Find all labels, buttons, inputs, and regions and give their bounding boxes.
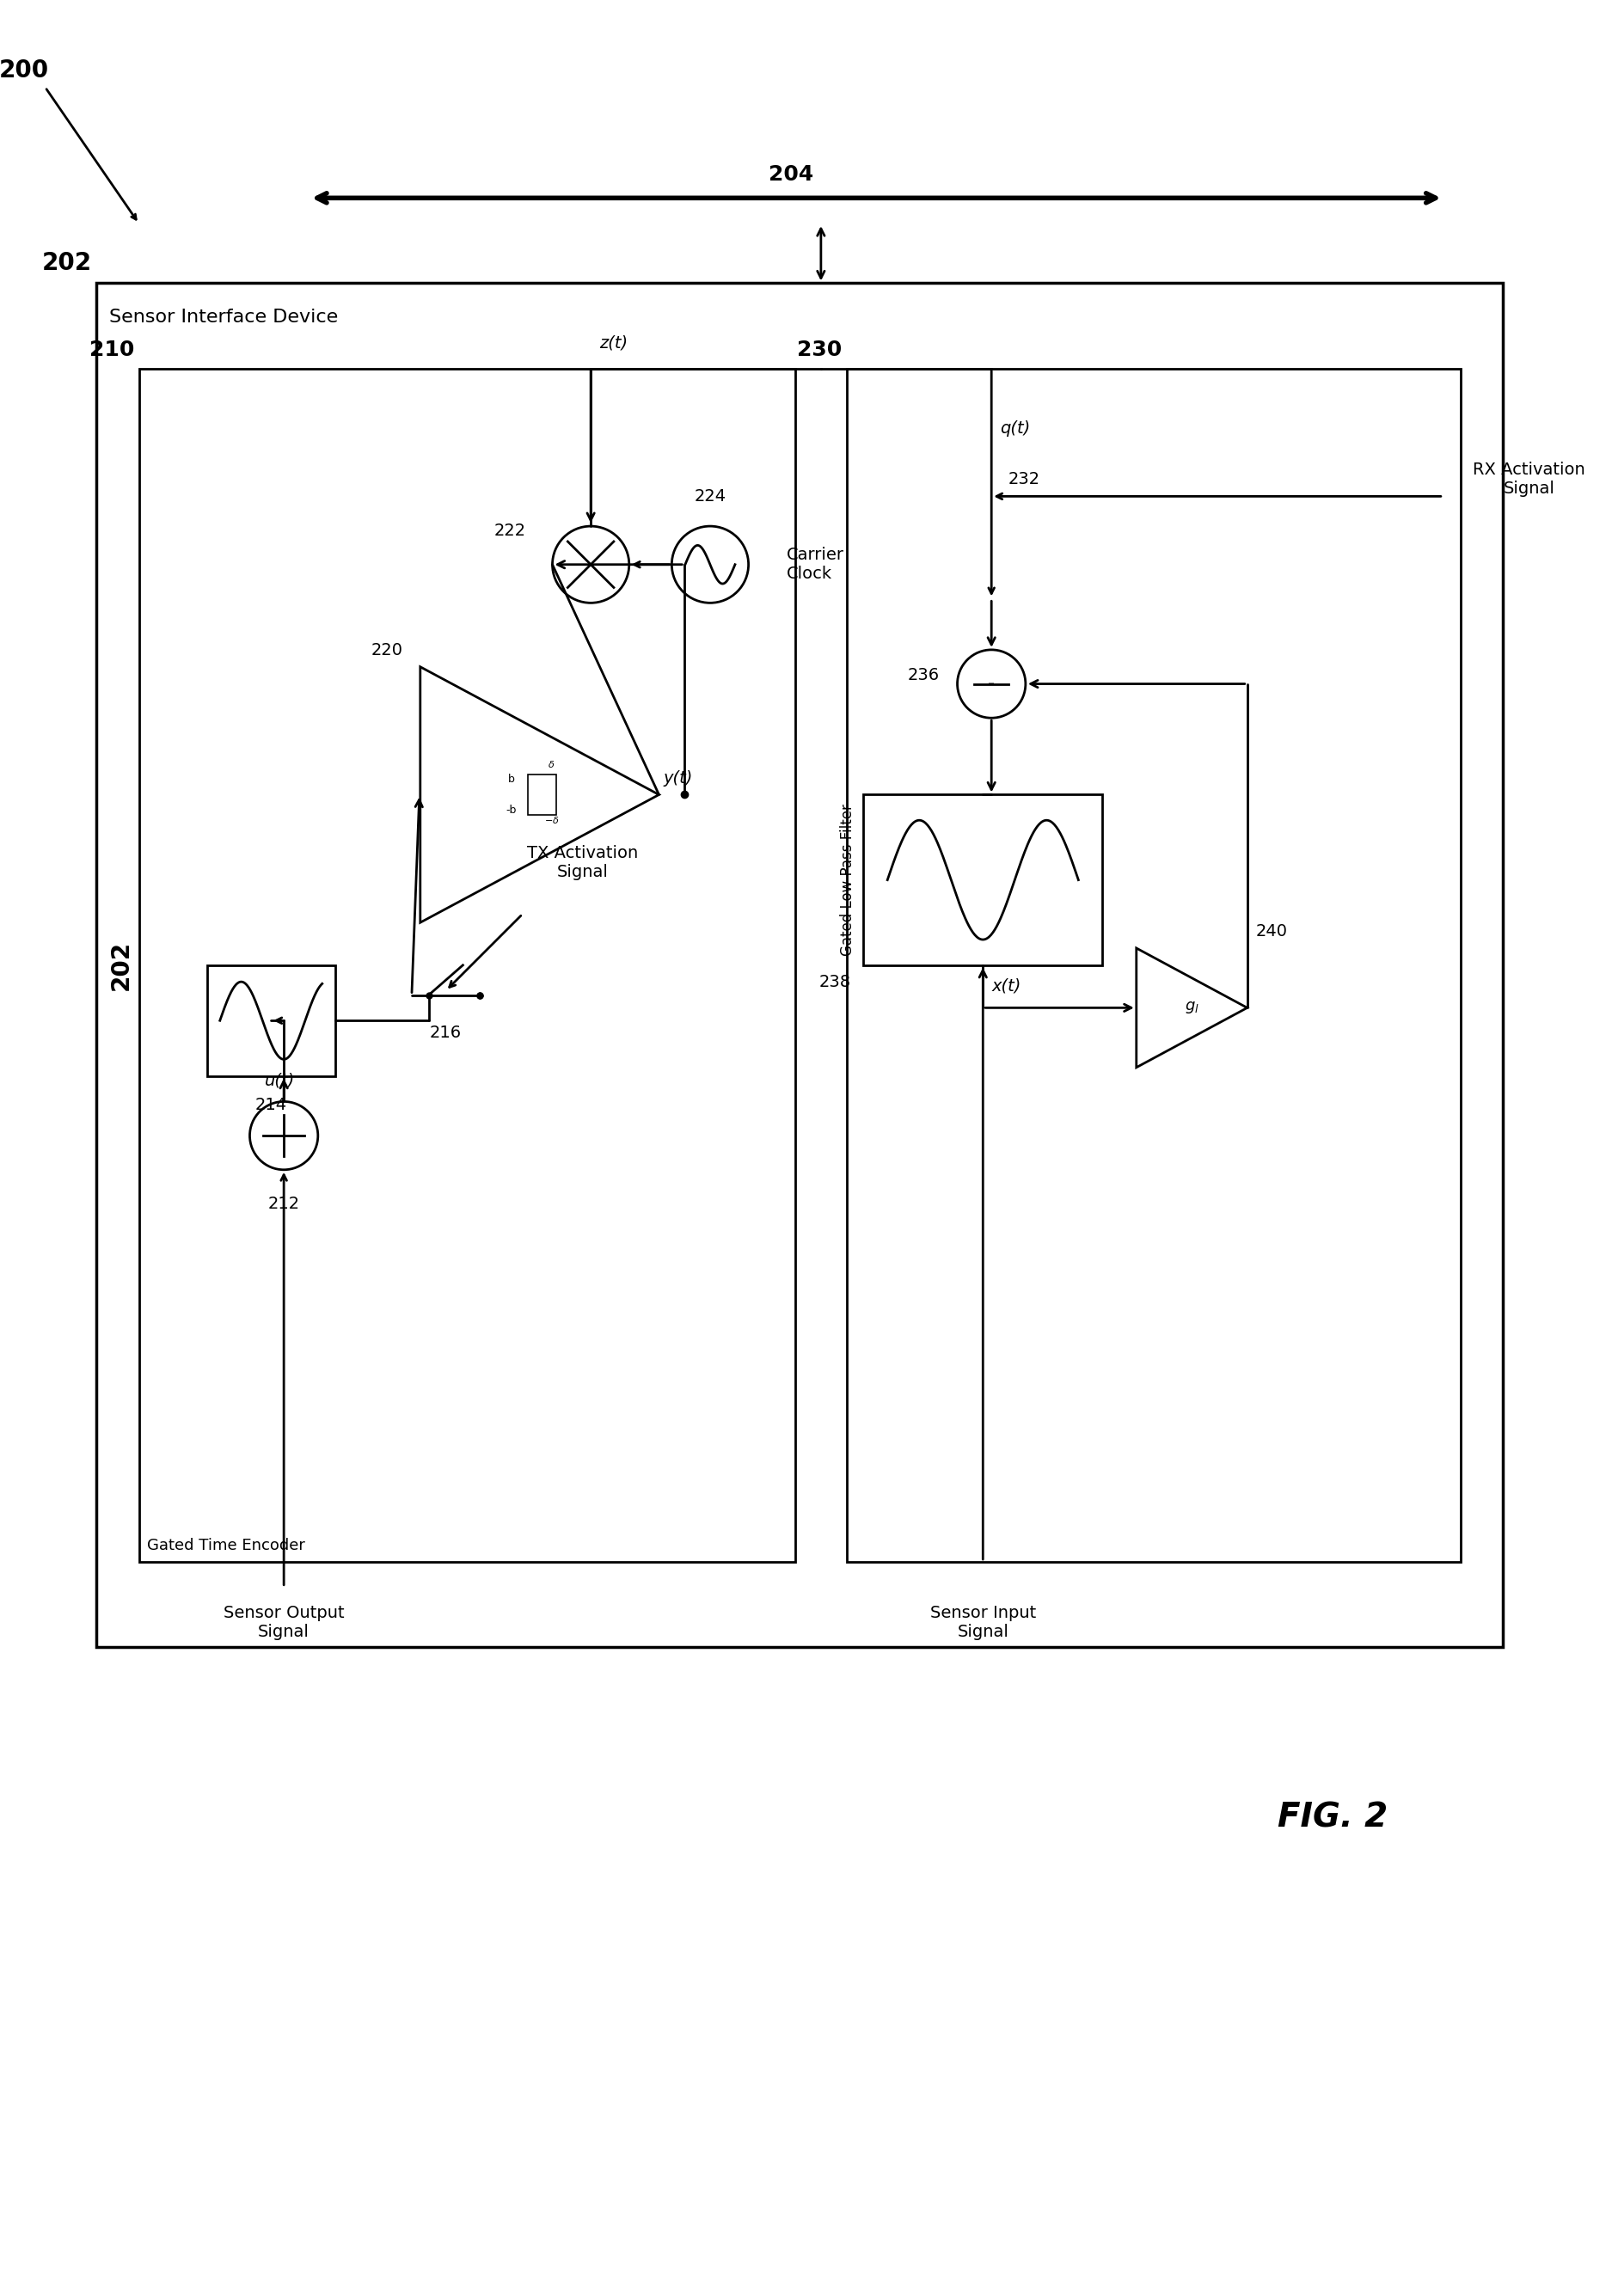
Text: -: - [988,675,995,691]
Circle shape [958,650,1025,719]
Text: $-\delta$: $-\delta$ [543,815,559,824]
Text: $\delta$: $\delta$ [548,760,555,769]
Text: Sensor Input
Signal: Sensor Input Signal [930,1605,1037,1639]
Text: TX Activation
Signal: TX Activation Signal [527,845,638,879]
Text: 214: 214 [255,1097,287,1114]
Text: 222: 222 [493,523,526,540]
Text: 240: 240 [1256,923,1288,939]
Text: 232: 232 [1009,471,1040,487]
Text: Gated Low Pass Filter: Gated Low Pass Filter [840,804,854,955]
Text: 200: 200 [0,57,48,83]
Text: x(t): x(t) [991,978,1020,994]
Circle shape [250,1102,318,1169]
Bar [846,367,1460,1561]
Bar [206,964,335,1077]
Text: 238: 238 [819,974,851,990]
Text: 204: 204 [769,165,814,186]
Text: RX Activation
Signal: RX Activation Signal [1473,461,1586,496]
Text: Sensor Interface Device: Sensor Interface Device [110,308,339,326]
Text: u(t): u(t) [264,1072,295,1088]
Text: 210: 210 [90,340,135,360]
Circle shape [672,526,748,604]
Text: y(t): y(t) [663,769,693,785]
Text: 212: 212 [268,1196,300,1212]
Bar [527,774,556,815]
Text: FIG. 2: FIG. 2 [1277,1802,1388,1835]
Text: 202: 202 [42,250,92,276]
Text: Carrier
Clock: Carrier Clock [787,546,845,583]
Text: $g_l$: $g_l$ [1185,1001,1199,1015]
Text: q(t): q(t) [999,420,1030,436]
Text: 236: 236 [908,668,940,684]
Text: b: b [508,774,514,785]
Text: 224: 224 [695,489,725,505]
Text: 230: 230 [798,340,841,360]
Text: -b: -b [506,804,516,815]
Polygon shape [1136,948,1248,1068]
Bar [139,367,795,1561]
Text: Gated Time Encoder: Gated Time Encoder [147,1538,306,1554]
Text: 220: 220 [371,643,403,659]
Circle shape [553,526,629,604]
Text: 202: 202 [110,939,134,990]
Text: Sensor Output
Signal: Sensor Output Signal [224,1605,345,1639]
Text: 216: 216 [430,1024,461,1040]
Bar [97,282,1502,1646]
Polygon shape [421,666,659,923]
Bar [864,794,1103,964]
Text: z(t): z(t) [600,335,627,351]
